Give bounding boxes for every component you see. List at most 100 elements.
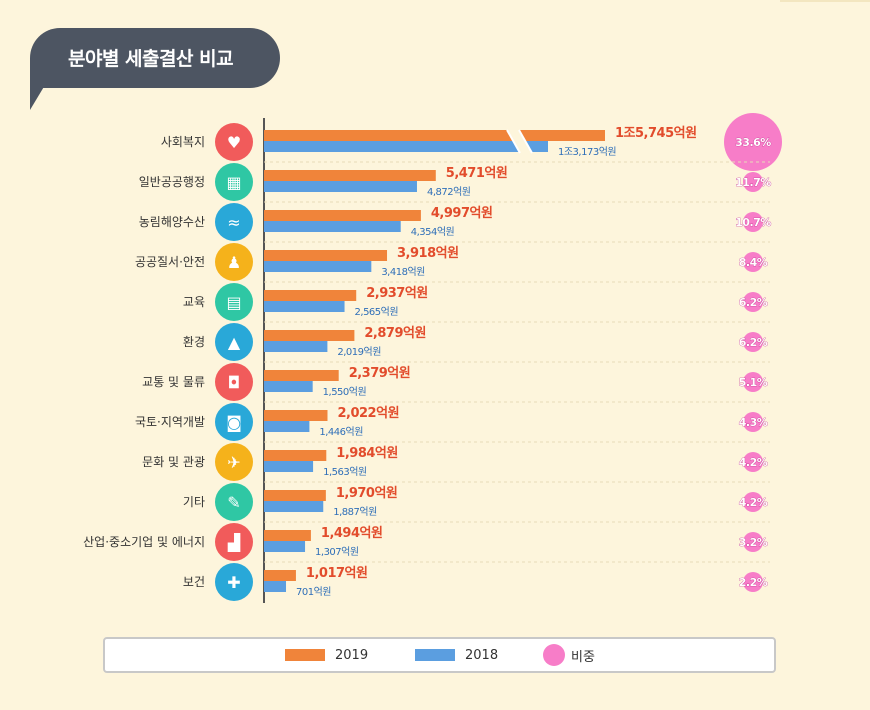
category-label: 환경 [183, 335, 205, 349]
share-bubble [743, 252, 763, 272]
pen-document-icon [215, 483, 253, 521]
pen-document-icon-glyph: ✎ [227, 493, 240, 512]
bar-2019 [264, 290, 357, 301]
share-bubble [743, 332, 763, 352]
share-bubble [743, 412, 763, 432]
heart-hand-icon [215, 123, 253, 161]
share-label: 6.2% [739, 336, 768, 349]
legend-swatch-2018 [415, 649, 455, 661]
data-label-2019: 2,879억원 [364, 326, 426, 341]
heart-hand-icon-glyph: ♥ [227, 133, 241, 152]
car-icon-glyph: ◘ [228, 373, 241, 392]
legend-item-2019: 2019 [285, 639, 368, 671]
legend-label-2019: 2019 [335, 647, 369, 663]
data-label-2019: 4,997억원 [431, 206, 493, 221]
legend-label-share: 비중 [571, 649, 595, 665]
data-label-2018: 1,563억원 [323, 466, 367, 478]
share-bubble [743, 372, 763, 392]
category-label: 문화 및 관광 [142, 455, 205, 469]
bar-2018 [264, 261, 372, 272]
police-icon-glyph: ♟ [227, 253, 241, 272]
share-label: 4.3% [739, 416, 768, 429]
category-label: 산업·중소기업 및 에너지 [83, 535, 205, 549]
data-label-2019: 2,022억원 [337, 406, 399, 421]
bar-2019 [264, 250, 388, 261]
title-tab [30, 28, 280, 88]
share-bubble [743, 532, 763, 552]
legend-item-2018: 2018 [415, 639, 498, 671]
car-icon [215, 363, 253, 401]
category-label: 농림해양수산 [139, 215, 205, 229]
share-label: 6.2% [739, 296, 768, 309]
data-label-2018: 1,887억원 [333, 506, 377, 518]
legend-label-2018: 2018 [465, 647, 499, 663]
bar-2018 [264, 141, 548, 152]
data-label-2018: 4,872억원 [427, 186, 471, 198]
police-icon [215, 243, 253, 281]
data-label-2018: 2,565억원 [355, 306, 399, 318]
share-bubble [743, 492, 763, 512]
book-icon-glyph: ▤ [226, 293, 241, 312]
data-label-2018: 1조3,173억원 [558, 146, 616, 158]
data-label-2018: 2,019억원 [337, 346, 381, 358]
bar-2019 [264, 530, 311, 541]
axis-break-line [506, 129, 521, 154]
bar-2019 [264, 490, 326, 501]
bar-2018 [264, 301, 345, 312]
share-label: 3.2% [739, 536, 768, 549]
bar-2019 [264, 570, 296, 581]
share-label: 2.2% [739, 576, 768, 589]
bar-2019 [264, 370, 339, 381]
data-label-2019: 5,471억원 [446, 166, 508, 181]
factory-icon [215, 523, 253, 561]
bar-2019 [264, 170, 436, 181]
airplane-icon [215, 443, 253, 481]
data-label-2018: 1,307억원 [315, 546, 359, 558]
bar-2018 [264, 461, 314, 472]
data-label-2018: 1,550억원 [323, 386, 367, 398]
data-label-2019: 1,017억원 [306, 566, 368, 581]
bus-icon-glyph: ◙ [226, 413, 242, 432]
bar-2018 [264, 341, 328, 352]
airplane-icon-glyph: ✈ [227, 453, 240, 472]
share-bubble [743, 212, 763, 232]
category-label: 교통 및 물류 [142, 375, 205, 389]
fish-boat-icon-glyph: ≈ [227, 213, 240, 232]
medical-hand-icon-glyph: ✚ [227, 573, 240, 592]
category-label: 보건 [183, 575, 205, 589]
bar-2018 [264, 381, 313, 392]
bar-2018 [264, 581, 287, 592]
share-label: 10.7% [735, 216, 771, 229]
book-icon [215, 283, 253, 321]
data-label-2018: 701억원 [296, 586, 331, 598]
factory-icon-glyph: ▟ [227, 533, 241, 552]
category-label: 교육 [183, 295, 205, 309]
data-label-2018: 3,418억원 [381, 266, 425, 278]
category-label: 사회복지 [161, 135, 205, 149]
share-bubble [724, 113, 782, 171]
category-label: 국토·지역개발 [135, 415, 205, 429]
bus-icon [215, 403, 253, 441]
bar-2018 [264, 501, 324, 512]
share-bubble [743, 452, 763, 472]
bar-2019 [264, 410, 328, 421]
data-label-2018: 4,354억원 [411, 226, 455, 238]
bar-2019 [264, 330, 355, 341]
share-bubble [743, 572, 763, 592]
data-label-2019: 3,918억원 [397, 246, 459, 261]
building-icon [215, 163, 253, 201]
mountain-icon-glyph: ▲ [228, 333, 241, 352]
legend-dot-share [543, 644, 565, 666]
building-icon-glyph: ▦ [226, 173, 241, 192]
mountain-icon [215, 323, 253, 361]
legend-item-share: 비중 [543, 639, 595, 671]
share-bubble [743, 172, 763, 192]
share-label: 11.7% [735, 176, 771, 189]
bar-2018 [264, 181, 417, 192]
share-bubble [743, 292, 763, 312]
top-divider [780, 0, 870, 2]
axis-break-mark [507, 130, 532, 153]
bar-2019 [264, 450, 327, 461]
bar-2019 [264, 210, 421, 221]
data-label-2019: 2,937억원 [366, 286, 428, 301]
